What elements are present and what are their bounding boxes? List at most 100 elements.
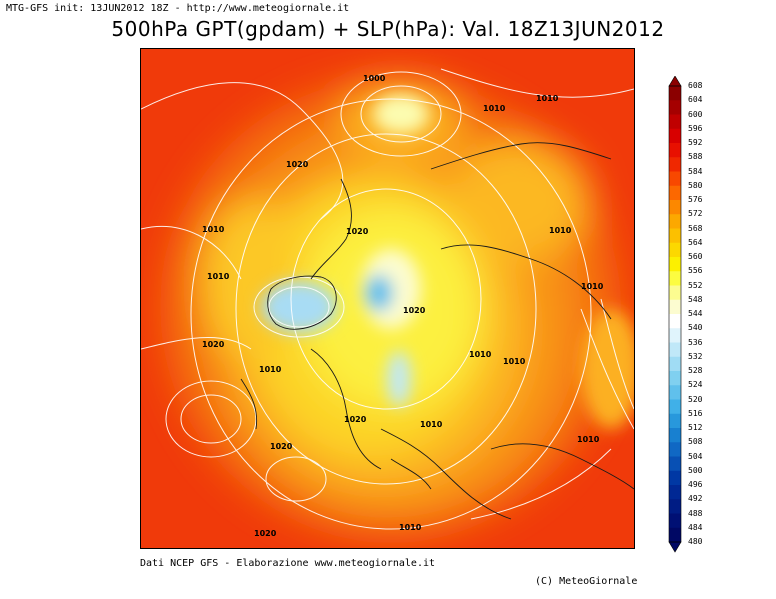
weather-map: 1000 1010 1010 1020 1010 1020 1010 1010 … <box>140 48 635 549</box>
isobar-label: 1010 <box>420 420 443 429</box>
coastlines <box>240 142 634 520</box>
map-title: 500hPa GPT(gpdam) + SLP(hPa): Val. 18Z13… <box>111 17 665 41</box>
scale-swatch <box>669 428 681 443</box>
scale-level-label: 564 <box>688 237 703 247</box>
isobar-label: 1010 <box>259 365 282 374</box>
scale-level-label: 496 <box>688 480 703 489</box>
scale-level-label: 484 <box>688 522 703 532</box>
isobar-label: 1020 <box>270 442 293 451</box>
scale-level-label: 544 <box>688 309 703 318</box>
scale-level-label: 560 <box>688 252 703 261</box>
scale-swatch <box>669 499 681 514</box>
scale-level-label: 556 <box>688 266 703 276</box>
isobar-label: 1010 <box>549 226 572 235</box>
scale-level-label: 500 <box>688 465 703 475</box>
isobar-label: 1010 <box>581 282 604 291</box>
scale-level-label: 548 <box>688 294 703 304</box>
scale-level-label: 600 <box>688 109 703 119</box>
scale-level-label: 524 <box>688 380 703 390</box>
scale-swatch <box>669 271 681 286</box>
scale-swatch <box>669 385 681 400</box>
isobar-label: 1010 <box>469 350 492 359</box>
isobar-label: 1010 <box>536 94 559 103</box>
scale-swatch <box>669 228 681 244</box>
isobar-labels: 1000 1010 1010 1020 1010 1020 1010 1010 … <box>202 74 604 538</box>
scale-swatch <box>669 86 681 101</box>
scale-level-label: 488 <box>688 508 703 518</box>
data-credit: Dati NCEP GFS - Elaborazione www.meteogi… <box>140 558 436 569</box>
scale-level-label: 588 <box>688 152 703 162</box>
scale-level-label: 572 <box>688 209 703 219</box>
scale-swatch <box>669 185 681 201</box>
scale-swatch <box>669 314 681 329</box>
scale-level-label: 480 <box>688 537 703 546</box>
scale-swatch <box>669 470 681 486</box>
scale-level-label: 536 <box>688 337 703 347</box>
scale-swatch <box>669 257 681 272</box>
scale-level-label: 596 <box>688 123 703 133</box>
color-scale-bar <box>668 76 682 553</box>
scale-level-label: 552 <box>688 280 703 290</box>
low-centers <box>261 94 634 429</box>
scale-swatch <box>669 100 681 115</box>
isobar-label: 1020 <box>286 160 309 169</box>
scale-level-label: 568 <box>688 223 703 233</box>
isobar-label: 1020 <box>202 340 225 349</box>
copyright-notice: (C) MeteoGiornale <box>535 576 638 587</box>
scale-level-label: 512 <box>688 423 703 432</box>
scale-level-label: 492 <box>688 494 703 504</box>
scale-level-label: 528 <box>688 366 703 375</box>
scale-level-label: 576 <box>688 195 703 204</box>
scale-swatch <box>669 285 681 301</box>
init-info: MTG-GFS init: 13JUN2012 18Z - http://www… <box>6 3 350 14</box>
isobar-label: 1010 <box>202 225 225 234</box>
scale-swatch <box>669 157 681 172</box>
scale-level-label: 608 <box>688 81 703 90</box>
scale-swatch <box>669 399 681 415</box>
isobar-label: 1000 <box>363 74 386 83</box>
scale-level-label: 520 <box>688 394 703 404</box>
scale-swatch <box>669 214 681 229</box>
color-scale-swatches <box>669 86 681 543</box>
scale-swatch <box>669 328 681 343</box>
isobar-label: 1010 <box>483 104 506 113</box>
scale-swatch <box>669 171 681 187</box>
isobar-label: 1010 <box>399 523 422 532</box>
scale-swatch <box>669 513 681 529</box>
scale-swatch <box>669 143 681 158</box>
scale-level-label: 532 <box>688 351 703 361</box>
scale-top-arrow <box>668 76 682 87</box>
map-canvas: 1000 1010 1010 1020 1010 1020 1010 1010 … <box>141 49 634 548</box>
scale-swatch <box>669 527 681 543</box>
scale-level-label: 504 <box>688 451 703 461</box>
isobar-label: 1010 <box>503 357 526 366</box>
scale-swatch <box>669 299 681 315</box>
scale-swatch <box>669 342 681 358</box>
scale-swatch <box>669 356 681 372</box>
scale-bottom-arrow <box>668 541 682 553</box>
scale-outline <box>668 85 682 543</box>
scale-swatch <box>669 371 681 386</box>
isobars <box>141 68 634 530</box>
isobar-label: 1020 <box>346 227 369 236</box>
scale-swatch <box>669 442 681 457</box>
isobar-label: 1010 <box>207 272 230 281</box>
scale-swatch <box>669 242 681 258</box>
scale-level-label: 584 <box>688 166 703 176</box>
scale-level-label: 508 <box>688 437 703 447</box>
scale-swatch <box>669 413 681 429</box>
scale-level-label: 580 <box>688 180 703 190</box>
isobar-label: 1020 <box>344 415 367 424</box>
scale-swatch <box>669 114 681 130</box>
scale-swatch <box>669 485 681 500</box>
scale-level-label: 516 <box>688 408 703 418</box>
isobar-label: 1020 <box>403 306 426 315</box>
scale-swatch <box>669 200 681 215</box>
scale-level-label: 592 <box>688 138 703 147</box>
scale-level-label: 604 <box>688 95 703 105</box>
isobar-label: 1020 <box>254 529 277 538</box>
scale-swatch <box>669 456 681 472</box>
scale-swatch <box>669 128 681 144</box>
scale-level-label: 540 <box>688 323 703 333</box>
isobar-label: 1010 <box>577 435 600 444</box>
